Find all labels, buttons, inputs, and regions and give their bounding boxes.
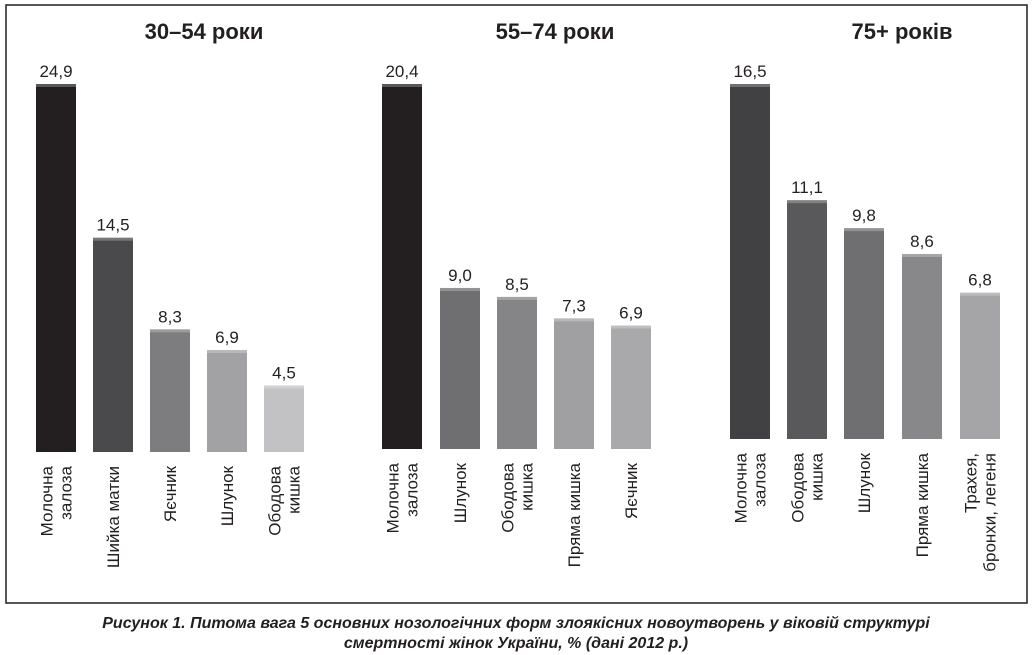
value-label: 11,1 — [791, 178, 823, 197]
x-tick-label: Молочна — [732, 452, 751, 523]
bar-highlight — [960, 292, 1000, 296]
bar — [440, 287, 480, 449]
bar — [902, 253, 942, 439]
chart-title: 75+ років — [852, 19, 953, 44]
bar — [787, 200, 827, 439]
bar-highlight — [264, 385, 304, 389]
value-label: 8,3 — [158, 307, 182, 326]
x-tick-label: залоза — [751, 452, 770, 506]
value-label: 9,0 — [448, 266, 472, 285]
bar — [264, 385, 304, 452]
value-label: 4,5 — [272, 363, 296, 382]
bar — [611, 325, 651, 449]
bar-highlight — [150, 329, 190, 333]
value-label: 8,5 — [505, 275, 529, 294]
value-label: 16,5 — [733, 62, 766, 81]
x-tick-label: залоза — [403, 462, 422, 516]
x-tick-label: Ободова — [499, 462, 518, 532]
bar — [844, 228, 884, 439]
value-label: 20,4 — [385, 62, 418, 81]
x-tick-label: Молочна — [38, 465, 57, 536]
bar — [93, 237, 133, 452]
x-tick-label: кишка — [285, 465, 304, 513]
x-tick-label: Молочна — [384, 462, 403, 533]
bar-highlight — [730, 84, 770, 87]
bar — [207, 350, 247, 452]
bar-highlight — [902, 253, 942, 257]
bar-highlight — [844, 228, 884, 232]
x-tick-label: Шлунок — [855, 452, 874, 513]
bar-highlight — [497, 296, 537, 300]
bar-highlight — [787, 200, 827, 204]
value-label: 9,8 — [852, 206, 876, 225]
caption-line: смертності жінок України, % (дані 2012 р… — [344, 635, 688, 652]
bar — [730, 84, 770, 439]
value-label: 7,3 — [562, 296, 586, 315]
x-tick-label: Яєчник — [161, 465, 180, 522]
frame — [5, 4, 1028, 604]
x-tick-label: Шлунок — [451, 462, 470, 523]
x-tick-label: Ободова — [789, 452, 808, 522]
x-tick-label: Пряма кишка — [913, 452, 932, 557]
x-tick-label: Ободова — [266, 465, 285, 535]
value-label: 6,9 — [619, 304, 643, 323]
bar — [960, 292, 1000, 439]
value-label: 8,6 — [910, 232, 934, 251]
bar-highlight — [207, 350, 247, 354]
x-tick-label: залоза — [57, 465, 76, 519]
x-tick-label: Пряма кишка — [565, 462, 584, 567]
value-label: 14,5 — [96, 216, 129, 235]
chart-title: 30–54 роки — [145, 19, 264, 44]
value-label: 24,9 — [39, 62, 72, 81]
chart-title: 55–74 роки — [496, 19, 615, 44]
x-tick-label: бронхи, легеня — [981, 453, 1000, 572]
bar-highlight — [36, 84, 76, 87]
x-tick-label: Шлунок — [218, 465, 237, 526]
x-tick-label: кишка — [518, 462, 537, 510]
bar-highlight — [93, 237, 133, 241]
x-tick-label: Яєчник — [622, 462, 641, 519]
bar — [36, 84, 76, 452]
bar — [382, 84, 422, 449]
x-tick-label: кишка — [808, 452, 827, 500]
value-label: 6,8 — [968, 271, 992, 290]
value-label: 6,9 — [215, 328, 239, 347]
bar — [554, 318, 594, 449]
bar — [497, 296, 537, 449]
bar-highlight — [554, 318, 594, 322]
bar-highlight — [611, 325, 651, 329]
caption-line: Рисунок 1. Питома вага 5 основних нозоло… — [102, 615, 930, 632]
x-tick-label: Трахея, — [962, 453, 981, 513]
x-tick-label: Шийка матки — [104, 466, 123, 568]
bar-highlight — [440, 287, 480, 291]
bar-highlight — [382, 84, 422, 87]
bar — [150, 329, 190, 452]
